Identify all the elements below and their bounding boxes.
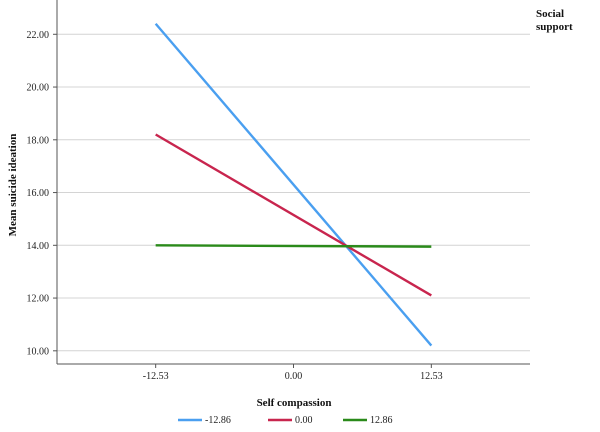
series-line [154, 22, 433, 347]
y-tick-label: 18.00 [27, 135, 50, 146]
x-tick-labels: -12.53 0.00 12.53 [143, 364, 443, 382]
y-tick-label: 12.00 [27, 294, 50, 305]
x-axis-title: Self compassion [257, 397, 332, 409]
series-line [155, 133, 432, 297]
series-line [155, 244, 432, 248]
y-tick-label: 14.00 [27, 241, 50, 252]
axes [56, 0, 530, 365]
legend-label: 12.86 [370, 415, 393, 426]
y-tick-label: 16.00 [27, 188, 50, 199]
legend-title: Social support [536, 8, 573, 33]
x-tick-label: 0.00 [285, 371, 303, 382]
x-tick-label: -12.53 [143, 371, 169, 382]
y-tick-label: 20.00 [27, 83, 50, 94]
legend: -12.86 0.00 12.86 [178, 415, 393, 426]
series-lines [154, 22, 433, 347]
y-tick-label: 22.00 [27, 30, 50, 41]
legend-label: -12.86 [205, 415, 231, 426]
legend-label: 0.00 [295, 415, 313, 426]
x-tick-label: 12.53 [420, 371, 443, 382]
gridlines [57, 33, 530, 352]
y-tick-labels: 10.00 12.00 14.00 16.00 18.00 20.00 22.00 [27, 30, 57, 357]
y-tick-label: 10.00 [27, 346, 50, 357]
y-axis-title: Mean suicide ideation [7, 134, 19, 237]
